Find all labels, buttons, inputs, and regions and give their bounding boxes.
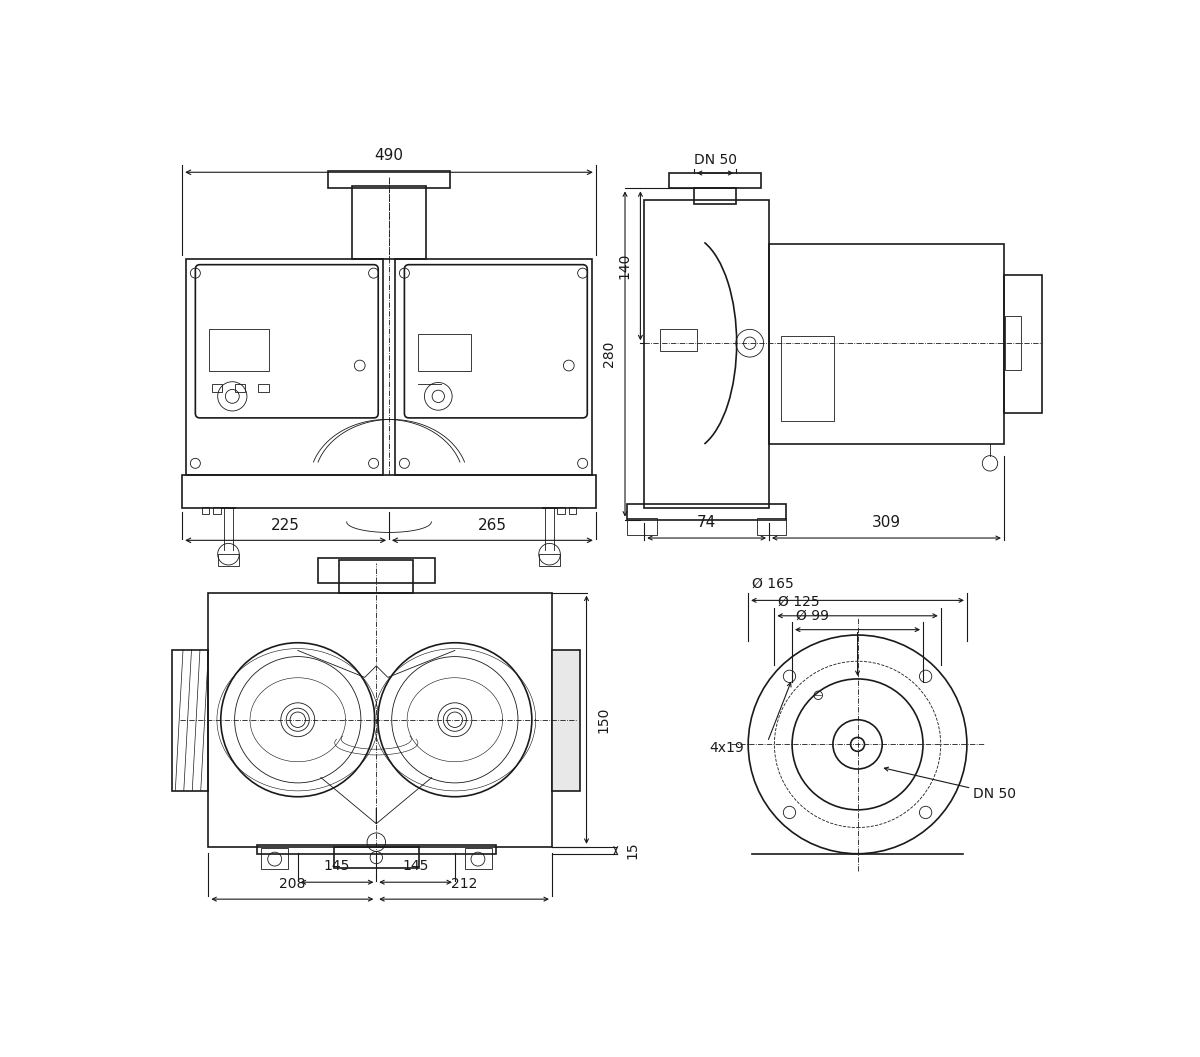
Bar [1004, 275, 1043, 413]
Text: 265: 265 [478, 518, 506, 533]
Bar [235, 384, 246, 392]
Bar [173, 650, 209, 791]
Bar [328, 171, 450, 188]
Bar [1006, 316, 1021, 370]
Bar [186, 259, 383, 475]
Text: Ø 99: Ø 99 [796, 609, 829, 623]
Text: DN 50: DN 50 [973, 787, 1016, 801]
Text: 4x19: 4x19 [709, 741, 744, 756]
Bar [644, 200, 769, 508]
Text: 280: 280 [601, 340, 616, 367]
Bar [419, 334, 470, 371]
Bar [670, 173, 761, 188]
Bar [334, 847, 419, 869]
Text: Ø 125: Ø 125 [779, 595, 820, 609]
Bar [539, 554, 560, 565]
Text: DN 50: DN 50 [694, 153, 737, 167]
Bar [182, 475, 595, 508]
Bar [757, 518, 786, 535]
Bar [340, 559, 413, 593]
Bar [258, 384, 269, 392]
Bar [260, 848, 288, 869]
Text: 15: 15 [625, 841, 640, 859]
Bar [209, 593, 552, 847]
Text: 212: 212 [451, 877, 478, 891]
Text: 309: 309 [872, 516, 901, 531]
Bar [217, 554, 239, 565]
Bar [628, 504, 786, 520]
Bar [628, 518, 656, 535]
Bar [569, 507, 576, 514]
Bar [209, 329, 269, 371]
Text: 140: 140 [617, 253, 631, 279]
Bar [780, 336, 834, 421]
Bar [660, 330, 697, 351]
Text: 150: 150 [596, 706, 611, 733]
Text: 74: 74 [697, 516, 716, 531]
Text: 145: 145 [324, 859, 350, 873]
Text: Ø 165: Ø 165 [752, 577, 794, 591]
Text: 225: 225 [271, 518, 300, 533]
Text: 145: 145 [402, 859, 428, 873]
Bar [694, 188, 737, 204]
Bar [552, 650, 581, 791]
Bar [257, 846, 496, 854]
Bar [211, 384, 222, 392]
Bar [557, 507, 565, 514]
Bar [202, 507, 209, 514]
Bar [353, 186, 426, 259]
Bar [395, 259, 592, 475]
Text: 490: 490 [374, 148, 403, 163]
Bar [769, 244, 1004, 444]
Bar [214, 507, 221, 514]
Text: 208: 208 [280, 877, 306, 891]
Bar [318, 558, 434, 582]
Bar [464, 848, 492, 869]
